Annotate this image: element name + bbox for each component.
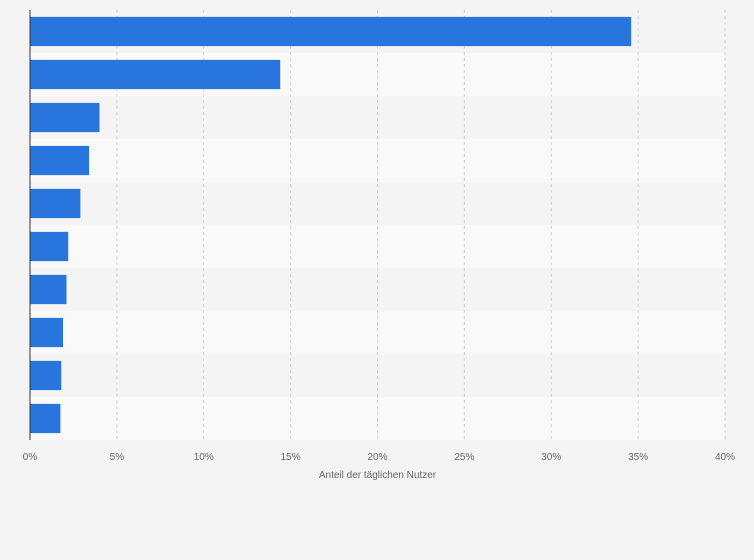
x-tick-label: 20% [367, 452, 387, 463]
x-tick-labels: 0% 5% 10% 15% 20% 25% 30% 35% 40% [23, 452, 735, 463]
x-tick-label: 40% [715, 452, 735, 463]
x-tick-label: 5% [110, 452, 125, 463]
x-tick-label: 35% [628, 452, 648, 463]
x-axis-title: Anteil der täglichen Nutzer [319, 470, 437, 481]
x-tick-label: 0% [23, 452, 38, 463]
bars [30, 16, 632, 434]
x-tick-label: 30% [541, 452, 561, 463]
bar[interactable] [30, 317, 64, 348]
bar[interactable] [30, 188, 81, 219]
bar[interactable] [30, 274, 67, 305]
bar[interactable] [30, 16, 632, 47]
bar[interactable] [30, 403, 61, 434]
x-tick-label: 25% [454, 452, 474, 463]
x-tick-label: 15% [281, 452, 301, 463]
bar[interactable] [30, 360, 62, 391]
bar[interactable] [30, 59, 281, 90]
bar[interactable] [30, 231, 69, 262]
bar[interactable] [30, 145, 90, 176]
x-tick-label: 10% [194, 452, 214, 463]
bar[interactable] [30, 102, 100, 133]
